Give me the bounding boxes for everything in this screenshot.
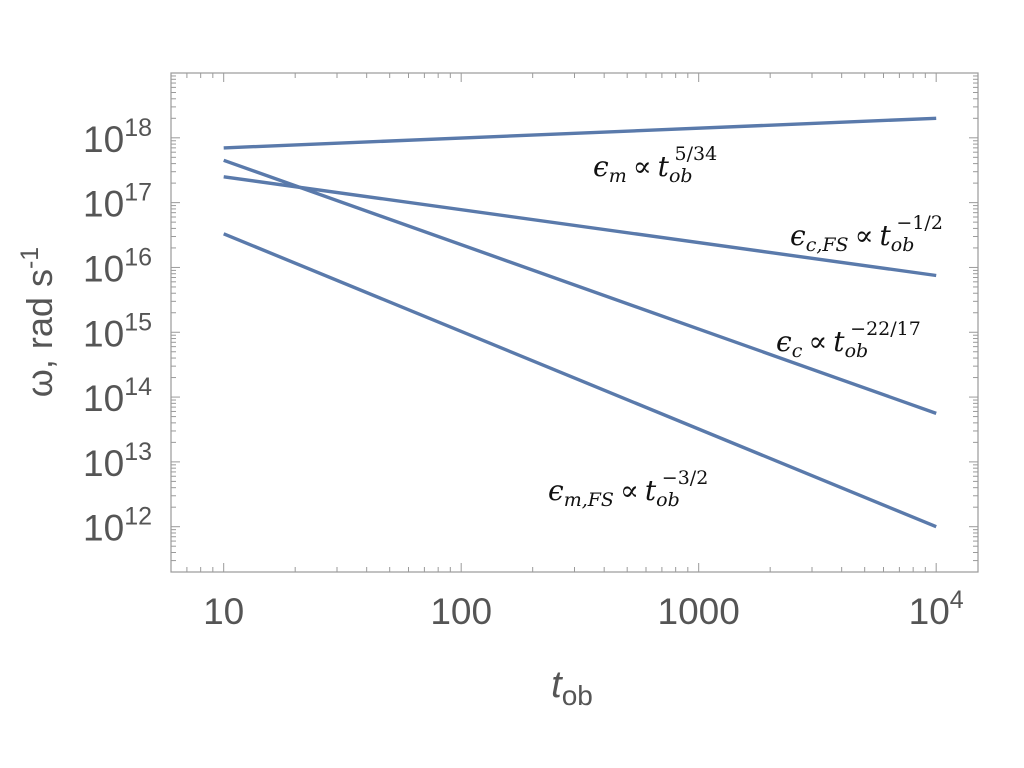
y-tick-label: 1016 [83,243,152,289]
series-label-eps-m: ϵm ∝ tob5/34 [593,143,717,187]
x-tick-label: 100 [430,591,492,632]
tick-labels: 10 100 1000 104 1012 1013 1014 1015 1016 1017 1018 [83,114,964,632]
x-tick-label: 10 [203,591,244,632]
y-axis-label: ω, rad s-1 [16,247,60,397]
y-tick-label: 1012 [83,503,152,549]
series-label-eps-m-fs: ϵm,FS ∝ tob−3/2 [548,467,708,511]
x-axis-label: tob [551,664,593,711]
series-line-eps-c [223,158,937,416]
y-tick-label: 1018 [83,114,152,160]
series-line-eps-m-fs [223,232,937,529]
series-line-eps-c-fs [223,175,937,278]
y-tick-label: 1014 [83,373,152,419]
series-line-eps-m [223,116,937,150]
y-tick-label: 1017 [83,179,152,225]
y-tick-label: 1015 [83,308,152,354]
series-label-eps-c: ϵc ∝ tob−22/17 [776,318,921,362]
axis-ticks [170,73,978,573]
x-tick-label: 1000 [658,591,740,632]
x-tick-label: 104 [909,586,964,632]
series-group [223,116,937,529]
series-labels: ϵm ∝ tob5/34 ϵc,FS ∝ tob−1/2 ϵc ∝ tob−22/17 ϵm,FS… [548,143,943,511]
series-label-eps-c-fs: ϵc,FS ∝ tob−1/2 [790,212,943,256]
y-tick-label: 1013 [83,438,152,484]
